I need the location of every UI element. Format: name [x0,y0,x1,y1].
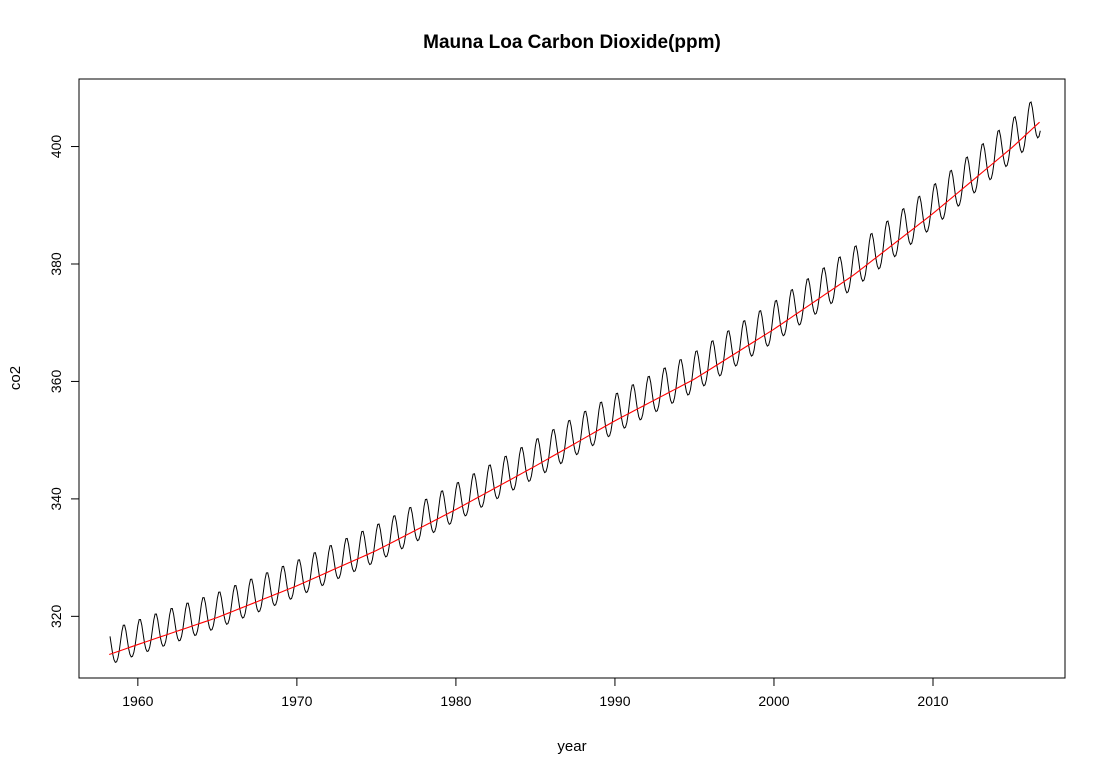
y-tick-label: 400 [48,135,64,159]
y-tick-label: 340 [48,487,64,511]
x-axis: 1960 1970 1980 1990 2000 2010 [122,677,949,709]
y-axis-label: co2 [7,366,24,390]
x-tick-label: 1970 [281,693,312,709]
x-axis-label: year [557,738,586,755]
x-tick-label: 1980 [440,693,471,709]
y-tick-label: 360 [48,370,64,394]
chart-title: Mauna Loa Carbon Dioxide(ppm) [423,32,721,53]
y-axis: 320 340 360 380 400 [48,135,79,628]
y-tick-label: 320 [48,604,64,628]
series-observed-line [109,101,1041,664]
x-tick-label: 1960 [122,693,153,709]
x-tick-label: 1990 [599,693,630,709]
series-trend-line [109,121,1040,656]
y-tick-label: 380 [48,252,64,276]
x-tick-label: 2000 [758,693,789,709]
plot-frame [78,78,1066,679]
x-tick-label: 2010 [917,693,948,709]
